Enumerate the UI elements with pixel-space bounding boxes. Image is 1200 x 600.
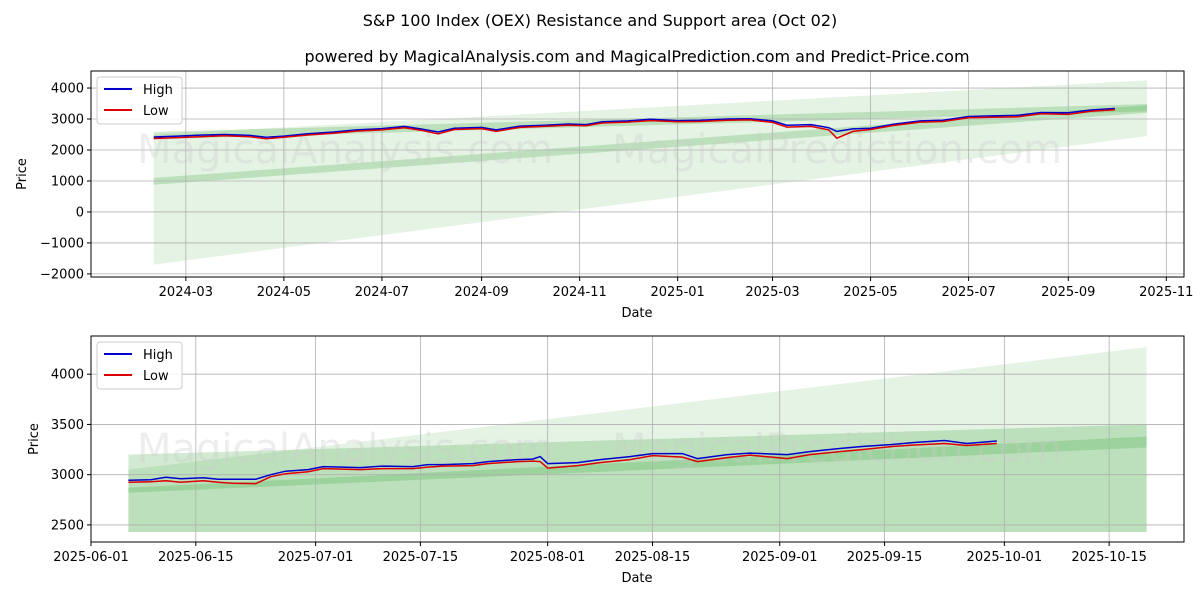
x-tick-label-bottom: 2025-08-15: [615, 550, 691, 565]
series-line-low-bottom: [128, 442, 997, 485]
x-tick-label-top: 2025-05: [843, 285, 897, 300]
band-layer-bottom: [128, 347, 1147, 532]
resistance-band-top: [153, 104, 1147, 140]
series-line-high-top: [153, 107, 1115, 139]
x-tick-label-top: 2024-07: [355, 285, 409, 300]
y-tick-label-top: 3000: [51, 113, 84, 128]
y-tick-label-bottom: 2500: [51, 518, 84, 533]
x-tick-label-bottom: 2025-07-15: [383, 550, 459, 565]
series-line-low-top: [153, 108, 1115, 140]
y-tick-label-top: 4000: [51, 82, 84, 97]
grid-layer-top: [91, 71, 1184, 277]
x-tick-label-bottom: 2025-08-01: [510, 550, 586, 565]
xlabel-top: Date: [621, 306, 652, 321]
legend-label-high-bottom: High: [143, 348, 173, 363]
tick-layer-bottom: 2025-06-01 2025-06-15 2025-07-01 2025-07-15…: [51, 368, 1147, 565]
y-tick-label-bottom: 3500: [51, 418, 84, 433]
chart-title: S&P 100 Index (OEX) Resistance and Suppo…: [363, 11, 838, 30]
x-tick-label-bottom: 2025-10-01: [967, 550, 1043, 565]
y-tick-label-top: 0: [76, 205, 84, 220]
series-layer-bottom: [128, 439, 997, 485]
x-tick-label-bottom: 2025-06-01: [53, 550, 129, 565]
watermark-analysis-top: MagicalAnalysis.com: [137, 127, 553, 173]
x-tick-label-bottom: 2025-07-01: [278, 550, 354, 565]
x-tick-label-top: 2024-11: [552, 285, 606, 300]
x-tick-label-top: 2025-07: [941, 285, 995, 300]
x-tick-label-top: 2024-09: [454, 285, 508, 300]
ylabel-top: Price: [15, 158, 30, 190]
xlabel-bottom: Date: [621, 571, 652, 586]
x-tick-label-top: 2025-09: [1041, 285, 1095, 300]
chart-subtitle: powered by MagicalAnalysis.com and Magic…: [304, 47, 969, 66]
y-tick-label-top: 1000: [51, 174, 84, 189]
tick-layer-top: 2024-03 2024-05 2024-07 2024-09 2024-11 2025-…: [40, 82, 1193, 300]
x-tick-label-top: 2025-03: [745, 285, 799, 300]
support-band-bottom: [128, 436, 1147, 493]
y-tick-label-bottom: 3000: [51, 468, 84, 483]
watermark-prediction-top: MagicalPrediction.com: [612, 127, 1062, 173]
panel-bottom: MagicalAnalysis.com MagicalPrediction.co…: [27, 335, 1185, 586]
legend-label-high-top: High: [143, 83, 173, 98]
plot-frame-bottom: [90, 335, 1185, 543]
ylabel-bottom: Price: [27, 423, 42, 455]
x-tick-label-top: 2024-05: [257, 285, 311, 300]
x-tick-label-top: 2024-03: [159, 285, 213, 300]
series-layer-top: [153, 107, 1115, 140]
legend-top: High Low: [96, 76, 183, 125]
y-tick-label-top: 2000: [51, 143, 84, 158]
plot-frame-top: [90, 70, 1185, 278]
x-tick-label-bottom: 2025-09-15: [847, 550, 923, 565]
legend-label-low-bottom: Low: [143, 369, 169, 384]
panel-top: MagicalAnalysis.com MagicalPrediction.co…: [15, 70, 1193, 321]
y-tick-label-top: −2000: [40, 267, 84, 282]
x-tick-label-top: 2025-11: [1139, 285, 1193, 300]
watermark-analysis-bottom: MagicalAnalysis.com: [137, 426, 553, 472]
x-tick-label-bottom: 2025-10-15: [1071, 550, 1147, 565]
x-tick-label-top: 2025-01: [651, 285, 705, 300]
y-tick-label-bottom: 4000: [51, 368, 84, 383]
legend-label-low-top: Low: [143, 104, 169, 119]
x-tick-label-bottom: 2025-09-01: [742, 550, 818, 565]
resistance-band-bottom: [128, 424, 1147, 532]
series-line-high-bottom: [128, 439, 997, 481]
legend-bottom: High Low: [96, 341, 183, 390]
y-tick-label-top: −1000: [40, 236, 84, 251]
wide-support-band-bottom: [128, 347, 1147, 532]
x-tick-label-bottom: 2025-06-15: [158, 550, 234, 565]
